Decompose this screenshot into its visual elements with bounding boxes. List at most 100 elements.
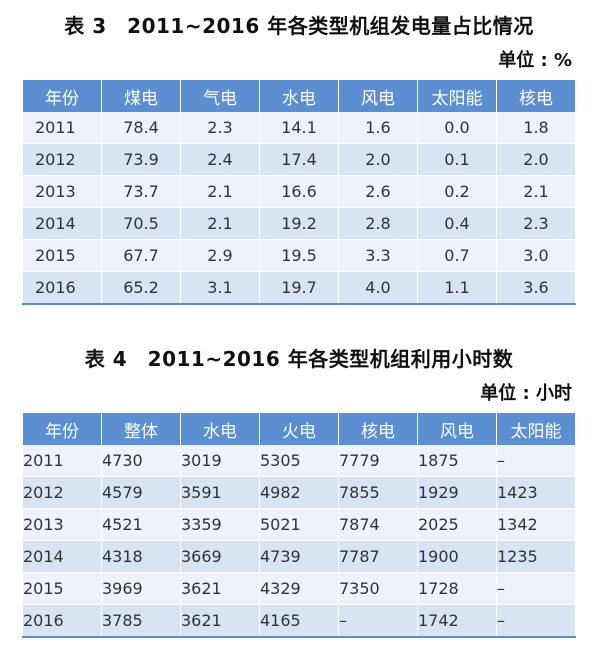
table-row: 2012 4579 3591 4982 7855 1929 1423 [22,476,576,509]
value-cell: 4579 [101,476,181,509]
table4-title: 表 4 2011~2016 年各类型机组利用小时数 [84,347,514,371]
value-cell: 4329 [259,572,339,605]
value-cell: 2.6 [338,175,418,208]
value-cell: – [496,445,576,477]
value-cell: 4730 [101,445,181,477]
value-cell: – [496,604,576,638]
table-row: 2013 73.7 2.1 16.6 2.6 0.2 2.1 [22,175,576,208]
column-header: 火电 [259,413,339,445]
column-header: 风电 [417,413,497,445]
value-cell: 4318 [101,540,181,573]
value-cell: 14.1 [259,112,339,144]
value-cell: 5305 [259,445,339,477]
value-cell: 1.1 [417,271,497,305]
year-cell: 2016 [22,271,102,305]
value-cell: 2.1 [496,175,576,208]
value-cell: 3359 [180,508,260,541]
value-cell: 3669 [180,540,260,573]
year-cell: 2012 [22,476,102,509]
value-cell: 3621 [180,604,260,638]
table3-title: 表 3 2011~2016 年各类型机组发电量占比情况 [64,14,534,38]
value-cell: 4.0 [338,271,418,305]
column-header: 核电 [496,80,576,112]
value-cell: 0.2 [417,175,497,208]
value-cell: 3.6 [496,271,576,305]
table-header-row: 年份 煤电 气电 水电 风电 太阳能 核电 [22,80,576,112]
table-row: 2016 3785 3621 4165–1742– [22,604,576,638]
table-header-row: 年份 整体 水电 火电 核电 风电 太阳能 [22,413,576,445]
value-cell: 1.6 [338,112,418,144]
year-cell: 2013 [22,175,102,208]
value-cell: 4739 [259,540,339,573]
value-cell: 17.4 [259,143,339,176]
value-cell: 19.5 [259,239,339,272]
year-cell: 2011 [22,445,102,477]
value-cell: – [496,572,576,605]
value-cell: 4521 [101,508,181,541]
value-cell: 1875 [417,445,497,477]
table-row: 2015 3969 3621 4329 7350 1728– [22,572,576,605]
value-cell: 1900 [417,540,497,573]
value-cell: 2.9 [180,239,260,272]
table4-unit: 单位 : 小时 [480,383,572,404]
value-cell: 0.4 [417,207,497,240]
table-row: 2014 70.5 2.1 19.2 2.8 0.4 2.3 [22,207,576,240]
column-header: 水电 [259,80,339,112]
value-cell: 5021 [259,508,339,541]
value-cell: 4982 [259,476,339,509]
value-cell: 2.1 [180,207,260,240]
value-cell: 1742 [417,604,497,638]
value-cell: 3.0 [496,239,576,272]
value-cell: 3019 [180,445,260,477]
value-cell: 2.0 [338,143,418,176]
table3-unit: 单位 : % [498,50,572,71]
value-cell: 3621 [180,572,260,605]
value-cell: 3591 [180,476,260,509]
value-cell: 1929 [417,476,497,509]
table-row: 2013 4521 3359 5021 7874 2025 1342 [22,508,576,541]
value-cell: 2.4 [180,143,260,176]
table3: 年份 煤电 气电 水电 风电 太阳能 核电 2011 78.4 2.3 14.1 1.6… [22,80,576,305]
value-cell: 1423 [496,476,576,509]
year-cell: 2014 [22,540,102,573]
value-cell: 19.7 [259,271,339,305]
value-cell: 0.0 [417,112,497,144]
column-header: 风电 [338,80,418,112]
value-cell: 19.2 [259,207,339,240]
column-header: 煤电 [101,80,181,112]
value-cell: 7350 [338,572,418,605]
value-cell: 2.1 [180,175,260,208]
value-cell: 1342 [496,508,576,541]
value-cell: 73.9 [101,143,181,176]
year-cell: 2013 [22,508,102,541]
year-cell: 2012 [22,143,102,176]
value-cell: 1.8 [496,112,576,144]
value-cell: 70.5 [101,207,181,240]
value-cell: 16.6 [259,175,339,208]
table4: 年份 整体 水电 火电 核电 风电 太阳能 2011 4730 3019 5305 77… [22,413,576,638]
value-cell: 7787 [338,540,418,573]
value-cell: 78.4 [101,112,181,144]
column-header: 年份 [22,80,102,112]
table-row: 2016 65.2 3.1 19.7 4.0 1.1 3.6 [22,271,576,305]
value-cell: 2.0 [496,143,576,176]
value-cell: 0.1 [417,143,497,176]
value-cell: 3.3 [338,239,418,272]
value-cell: 3785 [101,604,181,638]
value-cell: 2.3 [496,207,576,240]
column-header: 核电 [338,413,418,445]
column-header: 太阳能 [417,80,497,112]
value-cell: 65.2 [101,271,181,305]
value-cell: 2.3 [180,112,260,144]
value-cell: – [338,604,418,638]
value-cell: 67.7 [101,239,181,272]
year-cell: 2016 [22,604,102,638]
table-row: 2014 4318 3669 4739 7787 1900 1235 [22,540,576,573]
value-cell: 1235 [496,540,576,573]
year-cell: 2011 [22,112,102,144]
value-cell: 2025 [417,508,497,541]
column-header: 整体 [101,413,181,445]
value-cell: 0.7 [417,239,497,272]
table-row: 2012 73.9 2.4 17.4 2.0 0.1 2.0 [22,143,576,176]
column-header: 水电 [180,413,260,445]
